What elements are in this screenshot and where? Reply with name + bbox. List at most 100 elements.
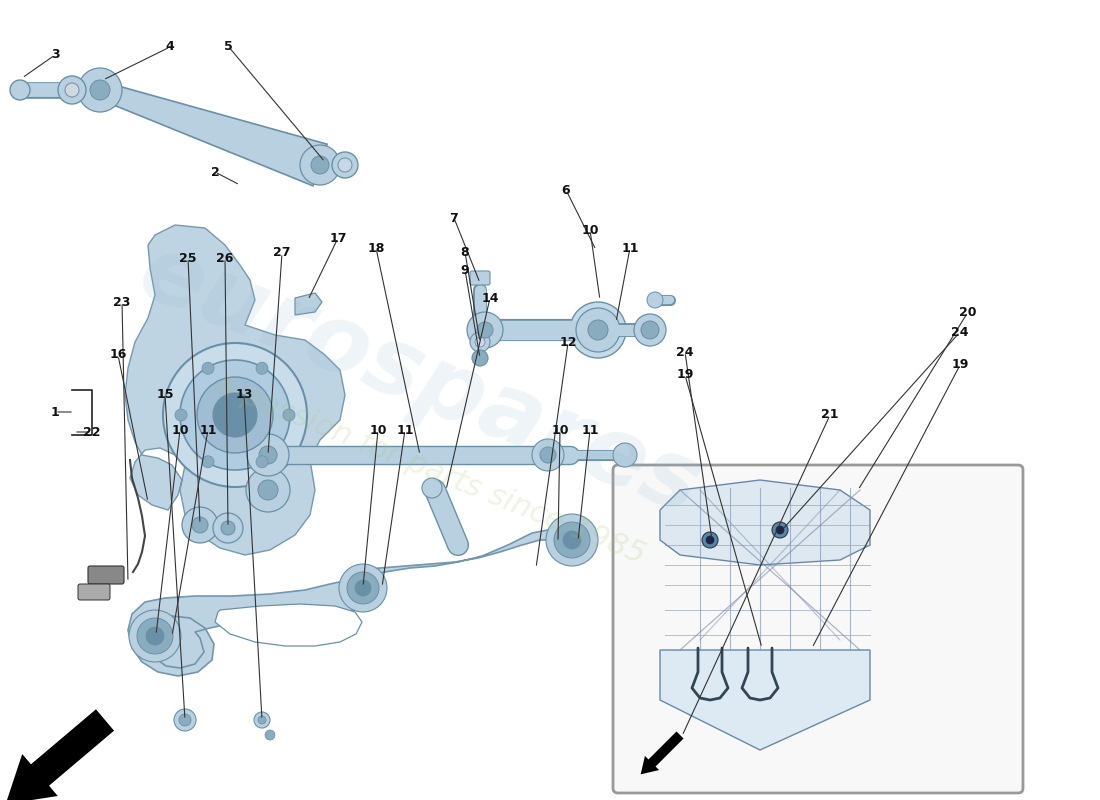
Text: 21: 21: [822, 409, 838, 422]
Circle shape: [532, 439, 564, 471]
Text: 26: 26: [217, 251, 233, 265]
Circle shape: [265, 730, 275, 740]
Circle shape: [202, 362, 215, 374]
Circle shape: [332, 152, 358, 178]
Polygon shape: [660, 650, 870, 750]
Polygon shape: [295, 293, 322, 315]
Text: a passion for parts since 1985: a passion for parts since 1985: [211, 370, 649, 570]
Text: 25: 25: [179, 251, 197, 265]
FancyArrow shape: [640, 731, 683, 774]
Circle shape: [179, 714, 191, 726]
FancyBboxPatch shape: [78, 584, 110, 600]
Circle shape: [641, 321, 659, 339]
Circle shape: [576, 308, 620, 352]
Circle shape: [58, 76, 86, 104]
Text: 10: 10: [581, 223, 598, 237]
Circle shape: [554, 522, 590, 558]
Polygon shape: [660, 480, 870, 565]
Circle shape: [468, 312, 503, 348]
Circle shape: [311, 156, 329, 174]
Circle shape: [706, 536, 714, 544]
Circle shape: [174, 709, 196, 731]
Circle shape: [221, 521, 235, 535]
Circle shape: [10, 80, 30, 100]
Text: 18: 18: [367, 242, 385, 254]
Polygon shape: [125, 225, 345, 555]
Circle shape: [570, 302, 626, 358]
Circle shape: [78, 68, 122, 112]
Circle shape: [163, 343, 307, 487]
Circle shape: [175, 409, 187, 421]
Circle shape: [202, 456, 215, 468]
Circle shape: [213, 393, 257, 437]
Circle shape: [180, 360, 290, 470]
Circle shape: [256, 456, 268, 468]
Text: 10: 10: [551, 423, 569, 437]
Text: 8: 8: [461, 246, 470, 258]
Text: 11: 11: [396, 423, 414, 437]
Circle shape: [634, 314, 665, 346]
Circle shape: [246, 468, 290, 512]
Circle shape: [339, 564, 387, 612]
Text: 23: 23: [113, 295, 131, 309]
Circle shape: [338, 158, 352, 172]
Circle shape: [254, 712, 270, 728]
Circle shape: [258, 716, 266, 724]
Text: 6: 6: [562, 183, 570, 197]
Text: 11: 11: [621, 242, 639, 254]
Circle shape: [90, 80, 110, 100]
Circle shape: [647, 292, 663, 308]
Text: 20: 20: [959, 306, 977, 318]
Text: 9: 9: [461, 263, 470, 277]
Circle shape: [546, 514, 598, 566]
Circle shape: [470, 332, 490, 352]
Text: 4: 4: [166, 41, 175, 54]
Text: 5: 5: [223, 39, 232, 53]
Circle shape: [346, 572, 380, 604]
Circle shape: [258, 480, 278, 500]
Polygon shape: [214, 604, 362, 646]
Text: eurospares: eurospares: [125, 226, 714, 534]
Circle shape: [256, 362, 268, 374]
Text: 19: 19: [952, 358, 969, 371]
Text: 27: 27: [273, 246, 290, 259]
FancyBboxPatch shape: [613, 465, 1023, 793]
Text: 13: 13: [235, 389, 253, 402]
Circle shape: [65, 83, 79, 97]
Circle shape: [213, 513, 243, 543]
FancyBboxPatch shape: [470, 271, 490, 285]
Text: 10: 10: [172, 423, 189, 437]
Text: 1: 1: [51, 406, 59, 418]
Text: 19: 19: [676, 369, 694, 382]
Circle shape: [472, 350, 488, 366]
Polygon shape: [97, 82, 327, 186]
Circle shape: [248, 434, 289, 476]
Text: 11: 11: [199, 423, 217, 437]
Circle shape: [613, 443, 637, 467]
Circle shape: [283, 409, 295, 421]
Text: 3: 3: [51, 49, 59, 62]
Circle shape: [772, 522, 788, 538]
FancyBboxPatch shape: [88, 566, 124, 584]
Circle shape: [138, 618, 173, 654]
FancyArrow shape: [6, 710, 114, 800]
Text: 12: 12: [559, 337, 576, 350]
Text: 10: 10: [370, 423, 387, 437]
Circle shape: [197, 377, 273, 453]
Circle shape: [477, 322, 493, 338]
Text: 15: 15: [156, 389, 174, 402]
Circle shape: [702, 532, 718, 548]
Circle shape: [258, 446, 277, 464]
Circle shape: [776, 526, 784, 534]
Text: 22: 22: [84, 426, 101, 438]
Text: 24: 24: [676, 346, 694, 358]
Text: 14: 14: [482, 291, 498, 305]
Circle shape: [146, 627, 164, 645]
Text: 16: 16: [109, 349, 126, 362]
Circle shape: [588, 320, 608, 340]
Circle shape: [422, 478, 442, 498]
Circle shape: [192, 517, 208, 533]
Circle shape: [355, 580, 371, 596]
Circle shape: [182, 507, 218, 543]
Circle shape: [300, 145, 340, 185]
